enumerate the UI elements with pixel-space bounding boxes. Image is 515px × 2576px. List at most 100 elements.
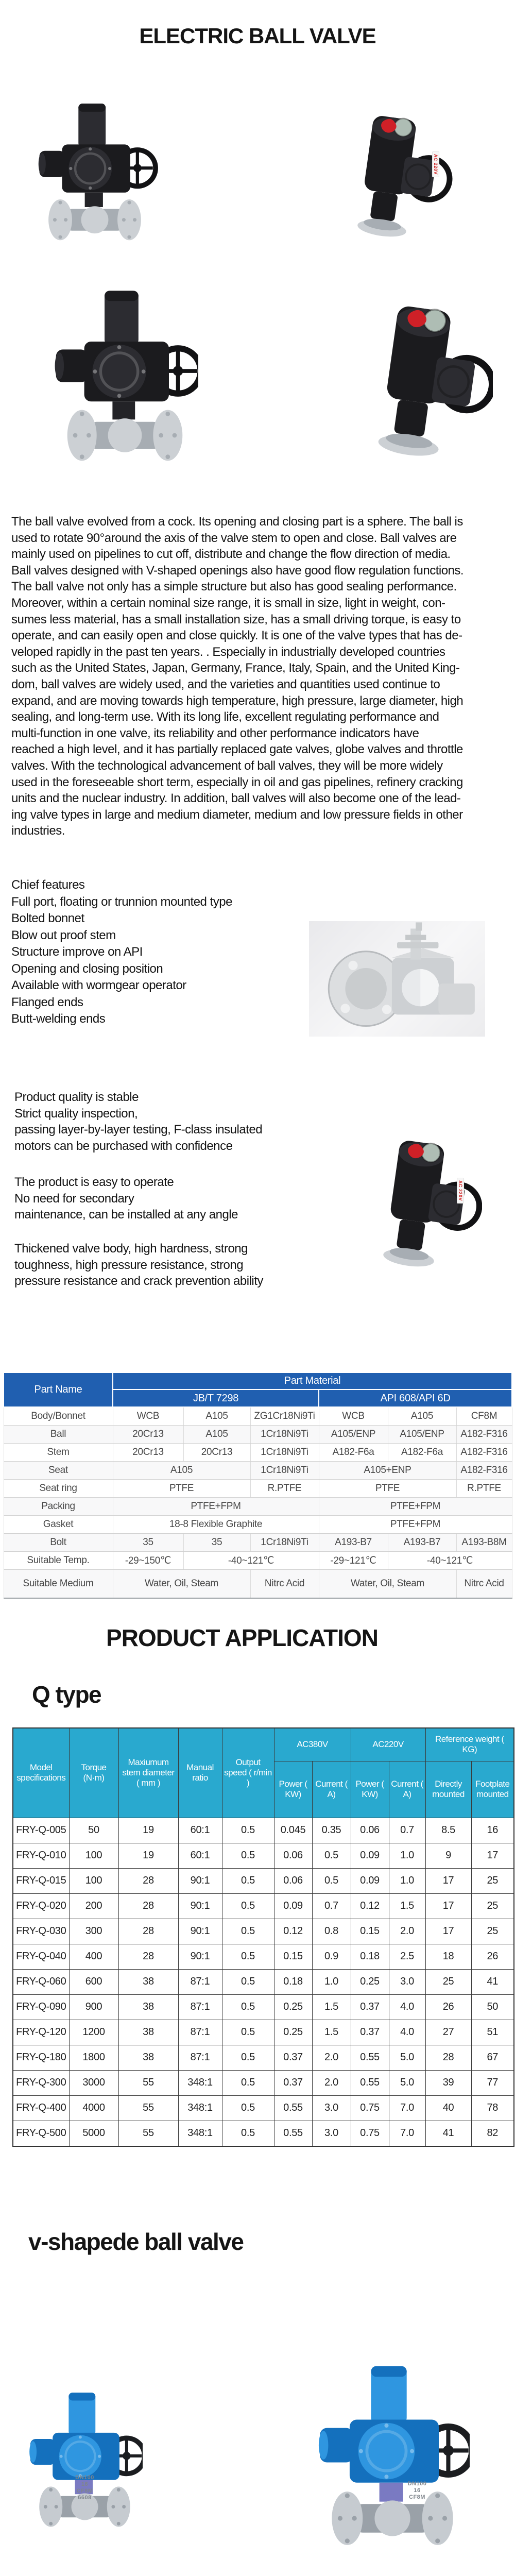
casting-line: DN100 — [407, 2481, 427, 2487]
header-cell: Footplate mounted — [471, 1760, 514, 1818]
table-cell: 1.5 — [312, 1994, 351, 2020]
table-cell: WCB — [112, 1406, 184, 1426]
table-cell: 0.06 — [350, 1817, 389, 1843]
table-cell: A105 — [387, 1406, 457, 1426]
table-cell: 300 — [68, 1918, 119, 1944]
header-cell: Directly mounted — [425, 1760, 472, 1818]
header-cell: AC220V — [350, 1727, 426, 1761]
table-cell: 0.15 — [273, 1943, 313, 1970]
table-cell: 90:1 — [178, 1868, 222, 1894]
table-cell: 3.0 — [312, 2095, 351, 2121]
table-cell: PTFE+FPM — [112, 1497, 319, 1516]
table-cell: Gasket — [3, 1515, 113, 1534]
table-row: FRY-Q-060 600 38 87:1 0.5 0.18 1.0 0.25 3.0 25 41 — [12, 1969, 514, 1995]
table-cell: Nitrc Acid — [456, 1569, 512, 1599]
photo-v-ball-valve-2: DN100 16 CF8M — [315, 2335, 470, 2576]
table-cell: 26 — [471, 1943, 514, 1970]
table-row: FRY-Q-010 100 19 60:1 0.5 0.06 0.5 0.09 1.0 9 17 — [12, 1842, 514, 1869]
table-cell: 0.25 — [350, 1969, 389, 1995]
feature-line: Available with wormgear operator — [11, 978, 186, 992]
table-cell: 38 — [118, 1969, 179, 1995]
table-row: Seat ring PTFE R.PTFE PTFE R.PTFE — [3, 1479, 512, 1498]
table-cell: 28 — [118, 1893, 179, 1919]
intro-paragraph: The ball valve evolved from a cock. Its … — [11, 514, 464, 839]
table-row: FRY-Q-040 400 28 90:1 0.5 0.15 0.9 0.18 2.5 18 26 — [12, 1943, 514, 1970]
table-cell: 0.8 — [312, 1918, 351, 1944]
table-cell: 0.5 — [221, 1893, 274, 1919]
easy-line: The product is easy to operate — [14, 1175, 174, 1189]
table-cell: 0.5 — [312, 1868, 351, 1894]
table-cell: FRY-Q-015 — [12, 1868, 70, 1894]
table-cell: 0.5 — [221, 2095, 274, 2121]
table-cell: 348:1 — [178, 2070, 222, 2096]
easy-operate-text: The product is easy to operate No need fo… — [14, 1174, 238, 1223]
table-row: FRY-Q-005 50 19 60:1 0.5 0.045 0.35 0.06 0.7 8.5 1… — [12, 1817, 514, 1843]
table-cell: 0.25 — [273, 1994, 313, 2020]
q-type-spec-table: Model specifications Torque (N·m) Maxiumum… — [12, 1727, 515, 2147]
table-row: Power ( KW) Current ( A) Power ( KW) Curren… — [13, 1760, 514, 1818]
table-cell: 3000 — [68, 2070, 119, 2096]
table-row: FRY-Q-180 1800 38 87:1 0.5 0.37 2.0 0.55 5.0 28 67 — [12, 2044, 514, 2071]
table-cell: 0.5 — [221, 1868, 274, 1894]
table-cell: A193-B7 — [387, 1533, 457, 1552]
table-cell: Body/Bonnet — [3, 1406, 113, 1426]
intro-line: industries. — [11, 824, 65, 838]
table-cell: WCB — [318, 1406, 388, 1426]
table-cell: 2.0 — [388, 1918, 426, 1944]
table-cell: 90:1 — [178, 1918, 222, 1944]
table-cell: 26 — [425, 1994, 472, 2020]
header-cell: Reference weight ( KG) — [425, 1727, 514, 1761]
quality-line: passing layer-by-layer testing, F-class … — [14, 1123, 263, 1137]
table-cell: 55 — [118, 2120, 179, 2146]
table-cell: A193-B8M — [456, 1533, 512, 1552]
table-cell: -40~121℃ — [387, 1551, 512, 1570]
intro-line: units and the nuclear industry. In addit… — [11, 791, 461, 806]
table-cell: Suitable Medium — [3, 1569, 113, 1599]
table-cell: -29~121℃ — [318, 1551, 388, 1570]
table-cell: R.PTFE — [456, 1479, 512, 1498]
table-cell: A105+ENP — [318, 1461, 457, 1480]
header-cell: Part Name — [3, 1372, 113, 1408]
table-cell: 82 — [471, 2120, 514, 2146]
table-cell: 1Cr18Ni9Ti — [250, 1443, 319, 1462]
casting-line: DN100 — [75, 2474, 94, 2481]
table-cell: 17 — [471, 1842, 514, 1869]
table-row: Body/Bonnet WCB A105 ZG1Cr18Ni9Ti WCB A105 CF8… — [3, 1406, 512, 1426]
table-cell: 0.7 — [312, 1893, 351, 1919]
table-cell: 0.09 — [350, 1842, 389, 1869]
table-cell: 17 — [425, 1868, 472, 1894]
table-cell: 18 — [425, 1943, 472, 1970]
table-cell: 7.0 — [388, 2120, 426, 2146]
table-cell: 0.5 — [312, 1842, 351, 1869]
table-cell: Bolt — [3, 1533, 113, 1552]
table-cell: 78 — [471, 2095, 514, 2121]
table-cell: A182-F316 — [456, 1425, 512, 1444]
table-cell: PTFE+FPM — [318, 1497, 512, 1516]
table-cell: Water, Oil, Steam — [112, 1569, 251, 1599]
table-cell: 77 — [471, 2070, 514, 2096]
table-row: Stem 20Cr13 20Cr13 1Cr18Ni9Ti A182-F6a A182-F… — [3, 1443, 512, 1462]
table-cell: 1.0 — [388, 1842, 426, 1869]
page-title: ELECTRIC BALL VALVE — [139, 24, 376, 48]
easy-line: maintenance, can be installed at any ang… — [14, 1208, 238, 1222]
header-cell: Power ( KW) — [350, 1760, 389, 1818]
table-cell: 0.55 — [273, 2120, 313, 2146]
table-cell: PTFE+FPM — [318, 1515, 512, 1534]
table-cell: FRY-Q-030 — [12, 1918, 70, 1944]
table-cell: 9 — [425, 1842, 472, 1869]
table-cell: 50 — [68, 1817, 119, 1843]
table-cell: 0.15 — [350, 1918, 389, 1944]
table-cell: 18-8 Flexible Graphite — [112, 1515, 319, 1534]
table-cell: 0.25 — [273, 2019, 313, 2045]
table-cell: FRY-Q-060 — [12, 1969, 70, 1995]
intro-line: expand, and are moving towards high temp… — [11, 693, 464, 708]
header-cell: Output speed ( r/min ) — [221, 1727, 274, 1818]
table-cell: 400 — [68, 1943, 119, 1970]
header-cell: Current ( A) — [388, 1760, 426, 1818]
table-cell: 20Cr13 — [183, 1443, 251, 1462]
table-cell: 200 — [68, 1893, 119, 1919]
part-table-header: Part Name Part Material JB/T 7298 API 608/A… — [3, 1372, 513, 1408]
table-cell: A105 — [112, 1461, 251, 1480]
table-cell: Stem — [3, 1443, 113, 1462]
